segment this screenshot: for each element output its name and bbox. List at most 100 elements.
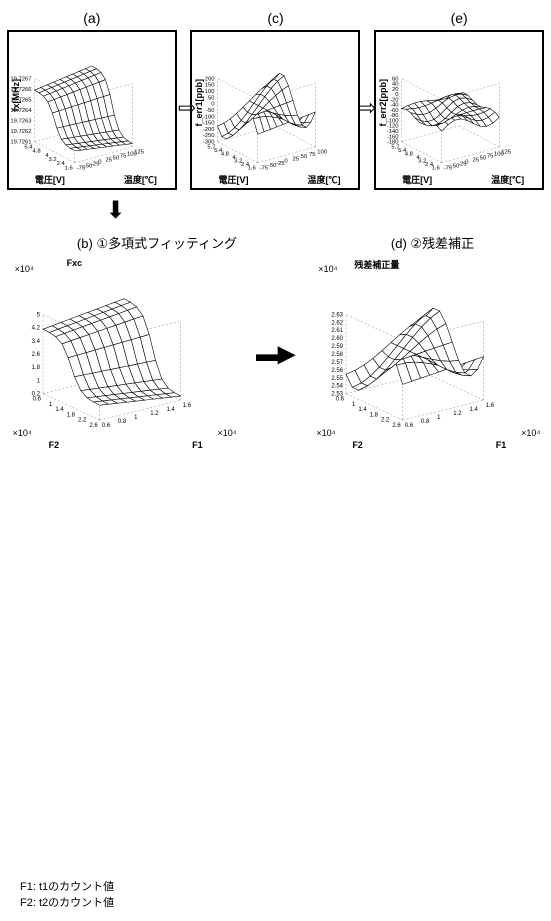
panel-e-box: f_err2[ppb] 電圧[V] 温度[℃] 6040200-20-40-60… [374, 30, 544, 190]
panel-e-ylabel: f_err2[ppb] [378, 79, 388, 127]
svg-text:0.6: 0.6 [405, 423, 414, 429]
svg-text:1: 1 [36, 378, 40, 384]
panel-d-xr: F1 [496, 440, 507, 450]
panel-b-zexp: ×10⁴ [15, 264, 34, 274]
svg-text:100: 100 [318, 150, 329, 156]
footnote: F1: t1のカウント値 F2: t2のカウント値 [20, 880, 114, 911]
svg-text:2.4: 2.4 [56, 161, 65, 167]
svg-text:5.7: 5.7 [392, 144, 400, 150]
panel-b-xexp: ×10⁴ [13, 428, 32, 438]
svg-text:5.7: 5.7 [208, 144, 216, 150]
svg-text:2.2: 2.2 [381, 418, 390, 424]
svg-text:3.2: 3.2 [48, 157, 56, 163]
svg-text:2.60: 2.60 [332, 336, 344, 342]
surface-a: 19.726719.726619.726519.726419.726319.72… [9, 32, 175, 188]
panel-a: (a) fx[MHz] 電圧[V] 温度[℃] 19.726719.726619… [7, 10, 177, 190]
svg-text:1.2: 1.2 [454, 411, 463, 417]
svg-text:75: 75 [309, 152, 316, 158]
panel-a-label: (a) [83, 10, 100, 26]
svg-text:50: 50 [112, 156, 119, 162]
svg-text:1.4: 1.4 [166, 407, 175, 413]
svg-text:-200: -200 [203, 127, 215, 133]
panel-e-xr: 温度[℃] [491, 173, 524, 186]
svg-text:1.8: 1.8 [31, 365, 40, 371]
svg-text:1.8: 1.8 [370, 412, 379, 418]
panel-c-xr: 温度[℃] [307, 173, 340, 186]
svg-text:0: 0 [285, 159, 289, 165]
panel-c-box: f_err1[ppb] 電圧[V] 温度[℃] 200150100500-50-… [190, 30, 360, 190]
panel-c-xl: 電圧[V] [218, 173, 248, 186]
svg-text:2.61: 2.61 [332, 328, 344, 334]
arrow-c-e: ⇨ [358, 95, 376, 121]
panel-b: Fxc F2 F1 ×10⁴ ×10⁴ ×10⁴ 54.23.42.61.810… [9, 254, 239, 454]
svg-text:1: 1 [134, 415, 138, 421]
svg-text:1.2: 1.2 [150, 411, 159, 417]
svg-text:25: 25 [473, 158, 480, 164]
svg-text:1.6: 1.6 [64, 165, 72, 171]
panel-d-box: 残差補正量 F2 F1 ×10⁴ ×10⁴ ×10⁴ 2.632.622.612… [312, 254, 542, 454]
panel-b-xl: F2 [49, 440, 60, 450]
svg-text:4.2: 4.2 [31, 326, 40, 332]
svg-text:2.57: 2.57 [332, 360, 344, 366]
surface-c: 200150100500-50-100-150-200-250-3001.62.… [192, 32, 358, 188]
svg-text:-250: -250 [203, 133, 215, 139]
svg-text:2.6: 2.6 [31, 352, 40, 358]
svg-text:50: 50 [480, 156, 487, 162]
caption-row: (b) ①多項式フィッティング (d) ②残差補正 [0, 233, 551, 252]
svg-text:125: 125 [501, 150, 511, 156]
svg-text:1: 1 [437, 415, 441, 421]
svg-text:100: 100 [205, 89, 216, 95]
panel-d-zexp: ×10⁴ [318, 264, 337, 274]
bottom-row: Fxc F2 F1 ×10⁴ ×10⁴ ×10⁴ 54.23.42.61.810… [0, 254, 551, 454]
svg-text:-75: -75 [260, 165, 268, 171]
svg-text:75: 75 [487, 154, 494, 160]
svg-text:0.8: 0.8 [118, 419, 127, 425]
panel-b-yexp: ×10⁴ [218, 428, 237, 438]
panel-a-box: fx[MHz] 電圧[V] 温度[℃] 19.726719.726619.726… [7, 30, 177, 190]
svg-text:2.58: 2.58 [332, 352, 344, 358]
svg-text:50: 50 [209, 95, 216, 101]
panel-c: (c) f_err1[ppb] 電圧[V] 温度[℃] 200150100500… [190, 10, 360, 190]
svg-text:-25: -25 [277, 161, 285, 167]
panel-a-ylabel: fx[MHz] [11, 79, 21, 112]
svg-text:4.8: 4.8 [32, 149, 40, 155]
surface-e: 6040200-20-40-60-80-100-120-140-160-1801… [376, 32, 542, 188]
panel-d-xexp: ×10⁴ [316, 428, 335, 438]
svg-text:0.6: 0.6 [101, 423, 110, 429]
svg-text:0: 0 [465, 160, 469, 166]
svg-text:2.63: 2.63 [332, 312, 344, 318]
svg-text:-150: -150 [203, 121, 215, 127]
caption-b: (b) ①多項式フィッティング [77, 233, 237, 252]
svg-text:75: 75 [120, 154, 127, 160]
svg-text:2.6: 2.6 [393, 423, 402, 429]
svg-text:1.4: 1.4 [55, 407, 64, 413]
svg-text:1.6: 1.6 [486, 403, 495, 409]
panel-d-ylabel: 残差補正量 [354, 258, 399, 271]
svg-text:1.6: 1.6 [182, 403, 191, 409]
panel-b-ylabel: Fxc [67, 258, 83, 268]
svg-text:0: 0 [98, 160, 102, 166]
panel-b-xr: F1 [192, 440, 203, 450]
panel-d-yexp: ×10⁴ [521, 428, 540, 438]
svg-text:0.6: 0.6 [32, 397, 41, 403]
panel-d: 残差補正量 F2 F1 ×10⁴ ×10⁴ ×10⁴ 2.632.622.612… [312, 254, 542, 454]
svg-text:3.4: 3.4 [31, 339, 40, 345]
svg-text:2.2: 2.2 [78, 418, 87, 424]
svg-text:150: 150 [205, 83, 216, 89]
svg-text:1.4: 1.4 [470, 407, 479, 413]
surface-b: 54.23.42.61.810.22.62.21.81.410.60.60.81… [9, 254, 239, 454]
svg-text:0.6: 0.6 [336, 397, 345, 403]
svg-text:25: 25 [105, 158, 112, 164]
footnote-line1: F1: t1のカウント値 [20, 880, 114, 895]
down-arrows-row: ⬇ ⬇ [0, 194, 551, 227]
arrow-b-d: ▬▶ [256, 341, 295, 367]
svg-text:25: 25 [293, 156, 300, 162]
panel-e: (e) f_err2[ppb] 電圧[V] 温度[℃] 6040200-20-4… [374, 10, 544, 190]
svg-text:0.8: 0.8 [421, 419, 430, 425]
svg-text:1: 1 [49, 402, 53, 408]
svg-text:-100: -100 [203, 114, 215, 120]
svg-text:1.4: 1.4 [359, 407, 368, 413]
panel-e-xl: 電圧[V] [402, 173, 432, 186]
svg-text:2.55: 2.55 [332, 376, 344, 382]
panel-d-xl: F2 [352, 440, 363, 450]
